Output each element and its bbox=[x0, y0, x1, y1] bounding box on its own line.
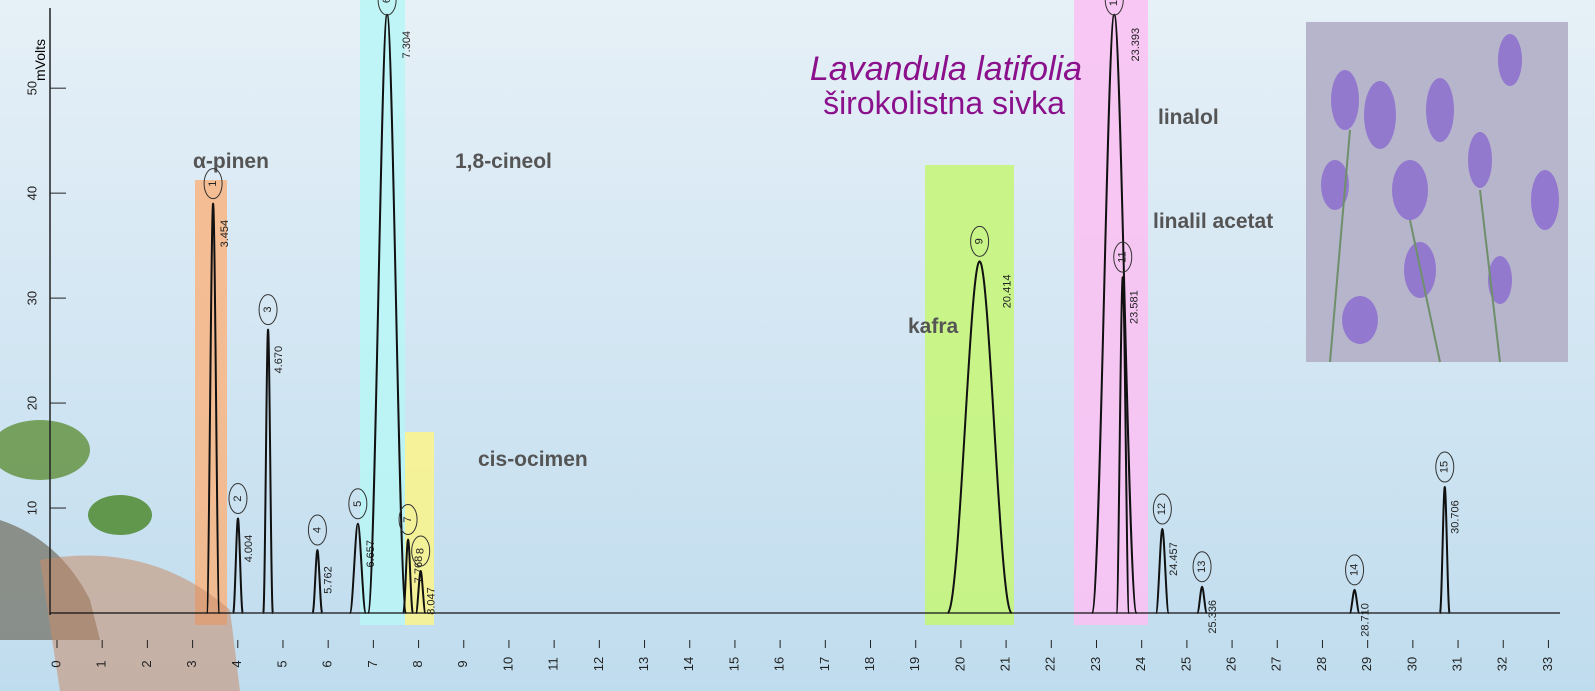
peak-number: 12 bbox=[1156, 503, 1168, 515]
x-tick-label: 8 bbox=[410, 660, 425, 667]
annotation: kafra bbox=[908, 315, 959, 338]
peak-time-label: 4.004 bbox=[243, 535, 255, 563]
annotation: linalol bbox=[1158, 106, 1219, 129]
peak-number: 13 bbox=[1196, 561, 1208, 573]
peak-time-label: 4.670 bbox=[273, 346, 285, 374]
x-tick-label: 18 bbox=[862, 657, 877, 671]
peak-number: 10 bbox=[1108, 0, 1120, 6]
peak-number: 6 bbox=[381, 0, 393, 3]
peak-number: 15 bbox=[1439, 461, 1451, 473]
y-tick-label: 10 bbox=[24, 501, 39, 515]
x-tick-label: 10 bbox=[500, 657, 515, 671]
x-tick-label: 31 bbox=[1449, 657, 1464, 671]
peak-time-label: 3.454 bbox=[219, 220, 231, 248]
peak-number: 2 bbox=[232, 495, 244, 501]
peak-number: 4 bbox=[311, 527, 323, 533]
x-tick-label: 3 bbox=[184, 660, 199, 667]
peak-time-label: 23.393 bbox=[1130, 28, 1142, 62]
x-tick-label: 9 bbox=[455, 660, 470, 667]
peak-number: 9 bbox=[974, 238, 986, 244]
y-tick-label: 30 bbox=[24, 291, 39, 305]
peak-time-label: 23.581 bbox=[1129, 290, 1141, 324]
x-tick-label: 27 bbox=[1269, 657, 1284, 671]
x-tick-label: 11 bbox=[546, 657, 561, 671]
chart-subtitle: širokolistna sivka bbox=[823, 85, 1065, 121]
peak-time-label: 28.710 bbox=[1359, 603, 1371, 637]
x-tick-label: 28 bbox=[1314, 657, 1329, 671]
chart: mVolts Lavandula latifolia širokolistna … bbox=[0, 0, 1595, 691]
x-tick-label: 29 bbox=[1359, 657, 1374, 671]
x-tick-label: 30 bbox=[1404, 657, 1419, 671]
y-tick-label: 40 bbox=[24, 186, 39, 200]
peak-number: 1 bbox=[207, 181, 219, 187]
x-tick-label: 14 bbox=[681, 657, 696, 671]
x-tick-label: 22 bbox=[1043, 657, 1058, 671]
peak-number: 11 bbox=[1117, 251, 1129, 262]
x-tick-label: 19 bbox=[907, 657, 922, 671]
x-tick-label: 16 bbox=[772, 657, 787, 671]
peak-time-label: 25.336 bbox=[1207, 600, 1219, 634]
x-tick-label: 24 bbox=[1133, 657, 1148, 671]
y-tick-label: 20 bbox=[24, 396, 39, 410]
x-tick-label: 15 bbox=[726, 657, 741, 671]
peak-time-label: 5.762 bbox=[322, 566, 334, 594]
x-tick-label: 0 bbox=[48, 660, 63, 667]
peak-number: 7 bbox=[402, 516, 414, 522]
peak-time-label: 24.457 bbox=[1168, 542, 1180, 576]
annotation: cis-ocimen bbox=[478, 448, 588, 471]
x-tick-label: 32 bbox=[1495, 657, 1510, 671]
x-tick-label: 23 bbox=[1088, 657, 1103, 671]
x-tick-label: 12 bbox=[591, 657, 606, 671]
peak-time-label: 8.047 bbox=[426, 587, 438, 615]
annotation: 1,8-cineol bbox=[455, 150, 552, 173]
peak-number: 8 bbox=[415, 548, 427, 554]
peak-number: 3 bbox=[262, 307, 274, 313]
chart-title: Lavandula latifolia bbox=[810, 50, 1082, 88]
x-tick-label: 20 bbox=[952, 657, 967, 671]
peak-number: 5 bbox=[352, 501, 364, 507]
x-tick-label: 1 bbox=[94, 660, 109, 667]
x-tick-label: 2 bbox=[139, 660, 154, 667]
peak-number: 14 bbox=[1348, 564, 1360, 576]
x-tick-label: 26 bbox=[1224, 657, 1239, 671]
lavender-photo bbox=[1306, 22, 1568, 362]
annotation: linalil acetat bbox=[1153, 210, 1273, 233]
peak-time-label: 20.414 bbox=[1002, 275, 1014, 309]
peak-time-label: 30.706 bbox=[1450, 500, 1462, 534]
x-tick-label: 5 bbox=[274, 660, 289, 667]
x-tick-label: 17 bbox=[817, 657, 832, 671]
x-tick-label: 4 bbox=[229, 660, 244, 667]
y-tick-label: 50 bbox=[24, 81, 39, 95]
peak-time-label: 7.304 bbox=[401, 31, 413, 59]
y-axis-label: mVolts bbox=[32, 39, 48, 81]
x-tick-label: 21 bbox=[998, 657, 1013, 671]
x-tick-label: 25 bbox=[1178, 657, 1193, 671]
x-tick-label: 13 bbox=[636, 657, 651, 671]
x-tick-label: 33 bbox=[1540, 657, 1555, 671]
x-tick-label: 7 bbox=[365, 660, 380, 667]
annotation: α-pinen bbox=[193, 150, 269, 173]
band-green bbox=[925, 165, 1014, 625]
x-tick-label: 6 bbox=[320, 660, 335, 667]
